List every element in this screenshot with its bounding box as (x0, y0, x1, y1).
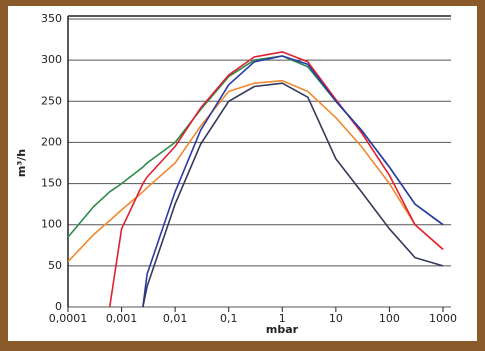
series-line (108, 51, 444, 308)
series-line (142, 55, 444, 308)
x-tick-label: 0,001 (106, 312, 138, 325)
y-tick-label: 50 (48, 259, 62, 272)
y-tick-label: 0 (55, 300, 62, 313)
y-tick-label: 300 (41, 53, 62, 66)
x-tick-label: 0,01 (163, 312, 188, 325)
x-tick-label: 0,0001 (49, 312, 88, 325)
y-tick-label: 150 (41, 177, 62, 190)
x-axis-label: mbar (266, 323, 299, 336)
series-line (142, 82, 444, 308)
y-tick-label: 200 (41, 135, 62, 148)
x-tick-label: 0,1 (220, 312, 238, 325)
y-tick-label: 250 (41, 94, 62, 107)
y-tick-label: 350 (41, 12, 62, 25)
x-tick-label: 10 (329, 312, 343, 325)
series-line (67, 79, 444, 263)
panel (8, 6, 477, 341)
y-tick-label: 100 (41, 218, 62, 231)
x-tick-label: 100 (379, 312, 400, 325)
y-axis-label: m³/h (15, 149, 28, 177)
x-tick-label: 1 (279, 312, 286, 325)
x-tick-label: 1000 (429, 312, 457, 325)
